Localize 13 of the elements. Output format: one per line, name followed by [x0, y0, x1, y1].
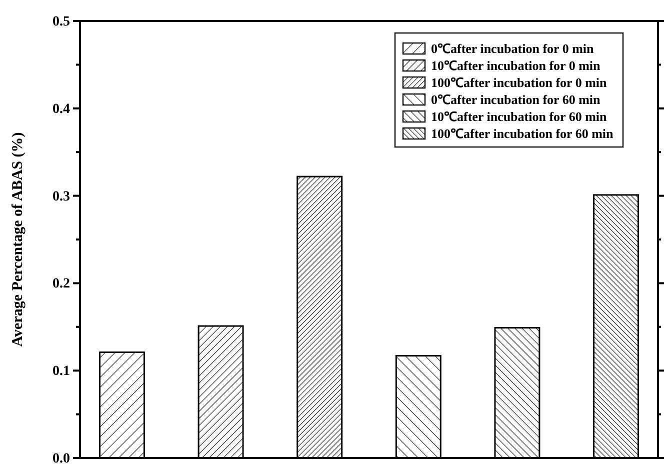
legend-label: 100℃after incubation for 60 min — [431, 126, 614, 141]
legend-label: 10℃after incubation for 60 min — [431, 109, 608, 124]
y-tick-label: 0.0 — [52, 451, 70, 465]
legend-label: 0℃after incubation for 0 min — [431, 41, 595, 56]
legend-label: 10℃after incubation for 0 min — [431, 58, 602, 73]
y-axis-title: Average Percentage of ABAS (%) — [10, 132, 26, 347]
legend-label: 0℃after incubation for 60 min — [431, 92, 602, 107]
y-tick-label: 0.4 — [52, 102, 70, 117]
y-tick-label: 0.2 — [52, 276, 70, 292]
y-tick-label: 0.3 — [52, 189, 70, 204]
y-tick-label: 0.1 — [52, 364, 70, 380]
legend-label: 100℃after incubation for 0 min — [431, 75, 608, 90]
y-tick-label: 0.5 — [52, 14, 70, 30]
